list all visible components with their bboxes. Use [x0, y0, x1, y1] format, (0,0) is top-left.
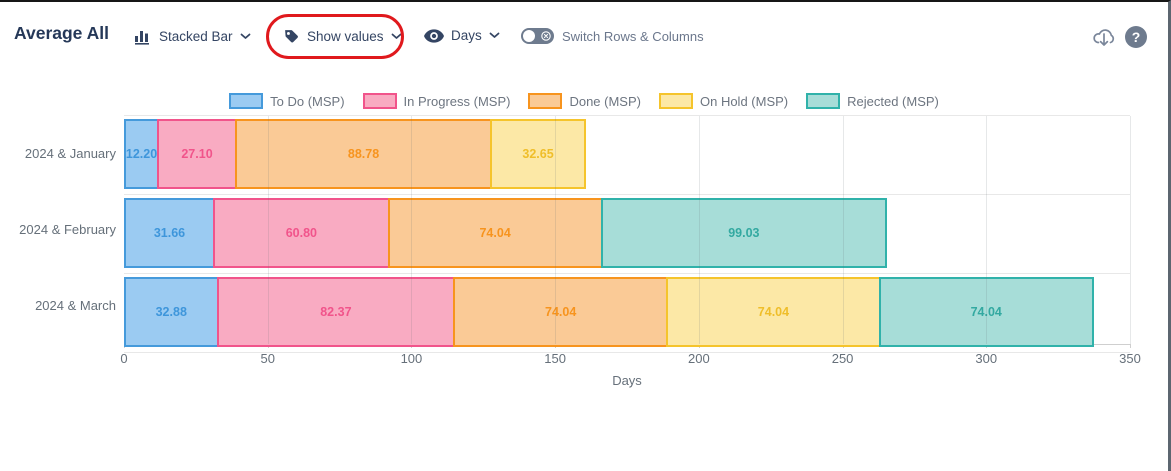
bar-segment[interactable]: 74.04 — [666, 277, 881, 347]
legend-label: Rejected (MSP) — [847, 93, 939, 109]
gridline — [555, 116, 557, 344]
unit-dropdown[interactable]: Days — [424, 28, 500, 43]
gridline — [267, 116, 269, 344]
cloud-download-icon — [1091, 29, 1117, 52]
legend-item[interactable]: In Progress (MSP) — [362, 93, 511, 109]
gridline — [1130, 116, 1131, 344]
legend-swatch — [806, 93, 841, 109]
y-axis-label: 2024 & January — [24, 145, 116, 161]
legend-label: To Do (MSP) — [270, 93, 345, 109]
gridline — [411, 116, 413, 344]
switch-rows-columns-toggle[interactable] — [521, 28, 554, 44]
stacked-bar: 32.88 82.37 74.04 74.04 74.04 — [124, 277, 1130, 347]
bar-segment[interactable]: 74.04 — [878, 277, 1094, 347]
show-values-label: Show values — [307, 29, 384, 44]
bar-value-label: 74.04 — [757, 305, 790, 319]
bar-segment[interactable]: 32.65 — [490, 119, 586, 189]
y-axis-label: 2024 & February — [19, 221, 116, 237]
question-icon: ? — [1125, 26, 1147, 48]
x-tick-label: 350 — [1119, 351, 1141, 366]
switch-rows-columns-label: Switch Rows & Columns — [562, 28, 704, 44]
show-values-dropdown[interactable]: Show values — [283, 28, 402, 45]
bar-value-label: 74.04 — [479, 226, 511, 240]
x-tick-mark — [1130, 344, 1131, 348]
help-button[interactable]: ? — [1125, 26, 1147, 48]
legend-swatch — [658, 93, 693, 109]
bar-value-label: 88.78 — [347, 147, 380, 161]
chevron-down-icon — [489, 32, 500, 39]
bar-segment[interactable]: 31.66 — [124, 198, 215, 268]
chevron-down-icon — [240, 33, 251, 40]
plot-area: 12.20 27.10 88.78 32.65 31.66 60.80 74.04 99.03… — [124, 115, 1131, 353]
bar-value-label: 27.10 — [181, 147, 213, 161]
legend-item[interactable]: On Hold (MSP) — [658, 93, 789, 109]
chart-legend: To Do (MSP) In Progress (MSP) Done (MSP) On… — [0, 93, 1168, 109]
unit-label: Days — [451, 28, 482, 43]
bar-value-label: 12.20 — [125, 147, 158, 161]
bar-segment[interactable]: 12.20 — [124, 119, 160, 189]
x-tick-label: 300 — [975, 351, 998, 366]
stacked-bar: 12.20 27.10 88.78 32.65 — [124, 119, 1130, 189]
bar-chart-icon — [134, 28, 152, 45]
bar-segment[interactable]: 74.04 — [387, 198, 603, 268]
x-tick-label: 250 — [831, 351, 854, 366]
bar-value-label: 74.04 — [545, 305, 577, 319]
y-axis-labels: 2024 & January 2024 & February 2024 & Marc… — [0, 115, 116, 343]
gridline — [986, 116, 988, 344]
eye-icon — [424, 28, 444, 43]
gridline — [842, 116, 844, 344]
legend-item[interactable]: Done (MSP) — [528, 93, 641, 109]
export-button[interactable] — [1091, 26, 1117, 53]
bar-segment[interactable]: 27.10 — [157, 119, 237, 189]
bar-segment[interactable]: 60.80 — [212, 198, 390, 268]
legend-label: In Progress (MSP) — [403, 93, 511, 109]
bar-value-label: 32.88 — [155, 305, 187, 319]
bar-value-label: 99.03 — [728, 226, 760, 240]
bar-value-label: 31.66 — [153, 226, 186, 240]
legend-swatch — [229, 93, 264, 109]
x-tick-label: 100 — [400, 351, 423, 366]
bar-value-label: 60.80 — [285, 226, 317, 240]
bar-value-label: 82.37 — [320, 305, 352, 319]
legend-item[interactable]: To Do (MSP) — [229, 93, 345, 109]
toggle-knob — [523, 30, 535, 42]
legend-swatch — [528, 93, 563, 109]
legend-label: On Hold (MSP) — [699, 93, 789, 109]
bar-segment[interactable]: 74.04 — [453, 277, 669, 347]
x-tick-label: 50 — [260, 351, 275, 366]
chart-band: 31.66 60.80 74.04 99.03 — [124, 198, 1130, 274]
chevron-down-icon — [391, 33, 402, 40]
legend-swatch — [362, 93, 397, 109]
chart-type-dropdown[interactable]: Stacked Bar — [134, 28, 251, 45]
x-axis-title: Days — [612, 373, 642, 388]
tag-icon — [283, 28, 300, 45]
page-title: Average All — [14, 23, 109, 43]
bar-segment[interactable]: 32.88 — [124, 277, 219, 347]
bar-value-label: 32.65 — [522, 147, 554, 161]
x-axis: Days 0 50 100 150 200 250 300 350 — [120, 344, 1141, 390]
switch-rows-columns-group: Switch Rows & Columns — [521, 28, 704, 44]
x-tick-label: 0 — [120, 351, 128, 366]
toggle-off-x-icon — [541, 31, 551, 41]
chart-band: 12.20 27.10 88.78 32.65 — [124, 119, 1130, 195]
chart-band: 32.88 82.37 74.04 74.04 74.04 — [124, 277, 1130, 353]
chart-type-label: Stacked Bar — [159, 29, 233, 44]
legend-label: Done (MSP) — [569, 93, 641, 109]
gridline — [698, 116, 700, 344]
legend-item[interactable]: Rejected (MSP) — [806, 93, 939, 109]
bar-segment[interactable]: 88.78 — [234, 119, 493, 189]
bar-segment[interactable]: 99.03 — [600, 198, 888, 268]
x-tick-label: 150 — [544, 351, 566, 366]
bar-value-label: 74.04 — [970, 305, 1002, 319]
x-tick-label: 200 — [687, 351, 710, 366]
stacked-bar: 31.66 60.80 74.04 99.03 — [124, 198, 1130, 268]
y-axis-label: 2024 & March — [35, 297, 116, 313]
bar-segment[interactable]: 82.37 — [216, 277, 456, 347]
